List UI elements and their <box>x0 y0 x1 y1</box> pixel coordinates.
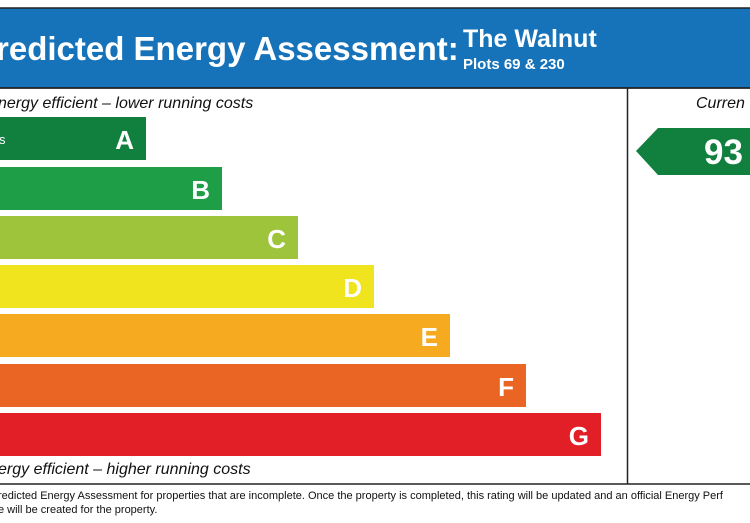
current-arrow <box>636 128 750 175</box>
panel-border <box>0 87 750 485</box>
rating-band <box>0 167 222 210</box>
band-letter: G <box>569 421 589 451</box>
rating-band <box>0 117 146 160</box>
band-letter: D <box>343 273 362 303</box>
header-bar <box>0 7 750 89</box>
band-letter: E <box>421 322 438 352</box>
band-letter: B <box>191 175 210 205</box>
rating-band <box>0 265 374 308</box>
property-name: The Walnut <box>463 25 597 53</box>
current-rating: 93 <box>704 133 743 172</box>
band-note: s <box>0 132 6 147</box>
bottom-label: ergy efficient – higher running costs <box>0 461 251 478</box>
top-label: nergy efficient – lower running costs <box>0 95 253 112</box>
rating-band <box>0 216 298 259</box>
rating-band <box>0 413 601 456</box>
footer-line: redicted Energy Assessment for propertie… <box>0 490 724 502</box>
band-letter: C <box>267 224 286 254</box>
rating-band <box>0 314 450 357</box>
footer-line: e will be created for the property. <box>0 504 157 516</box>
band-letter: A <box>115 125 134 155</box>
band-letter: F <box>498 372 514 402</box>
header-title: redicted Energy Assessment: <box>0 30 459 67</box>
rating-band <box>0 364 526 407</box>
current-label: Curren <box>696 95 745 112</box>
plots: Plots 69 & 230 <box>463 56 565 73</box>
